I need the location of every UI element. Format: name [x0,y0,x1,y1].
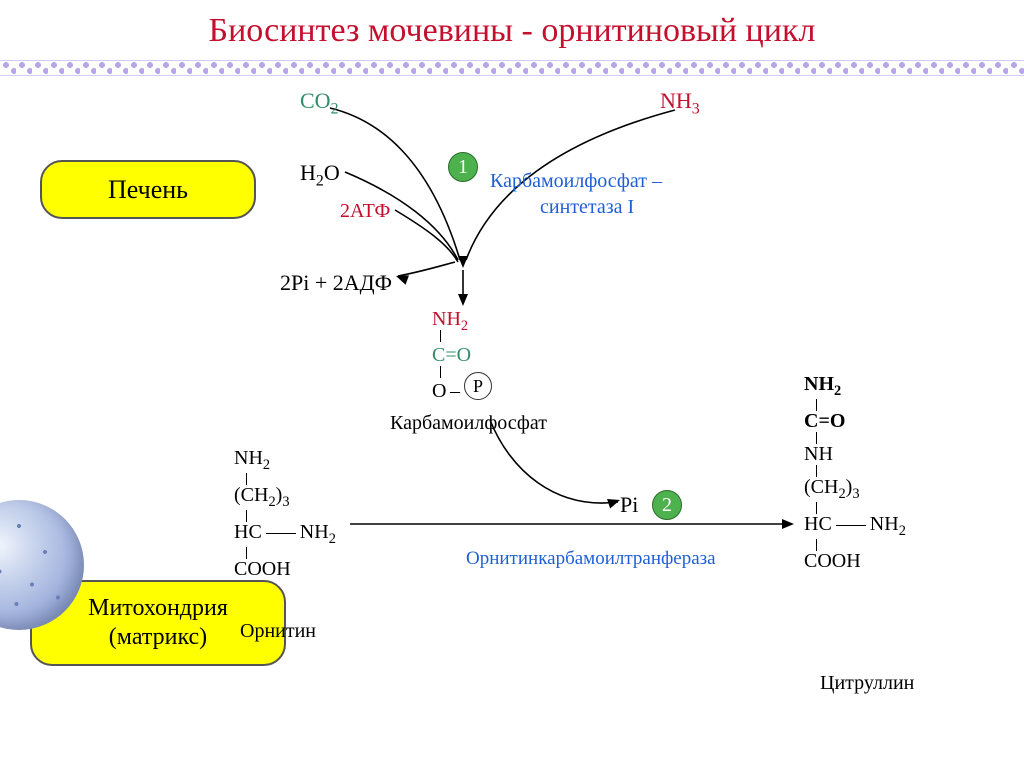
label-pi: Pi [620,492,638,518]
label-carb_o: O [432,380,446,403]
label-co2: CO2 [300,88,338,118]
label-carb_name: Карбамоилфосфат [390,412,547,435]
molecule-ornithine: NH2(CH2)3HCNH2COOH [234,448,336,580]
slide-stage: Биосинтез мочевины - орнитиновый цикл Пе… [0,0,1024,768]
label-enz2: Орнитинкарбамоилтранфераза [466,548,716,570]
step-2-badge: 2 [652,490,682,520]
label-atp: 2АТФ [340,200,390,223]
label-cit_name: Цитруллин [820,672,914,695]
step-1-badge: 1 [448,152,478,182]
label-carb_dash: – [450,380,460,403]
molecule-citrulline: NH2C=ONH(CH2)3HCNH2COOH [804,374,906,572]
label-carb_co: C=O [432,344,471,367]
label-adp: 2Pi + 2АДФ [280,270,392,296]
phosphate-circle: P [464,372,492,400]
label-carb_nh2: NH2 [432,308,468,335]
label-enz1_l2: синтетаза I [540,196,634,219]
label-orn_name: Орнитин [240,620,316,643]
label-h2o: H2O [300,160,340,190]
label-enz1_l1: Карбамоилфосфат – [490,170,662,193]
label-nh3: NH3 [660,88,700,118]
